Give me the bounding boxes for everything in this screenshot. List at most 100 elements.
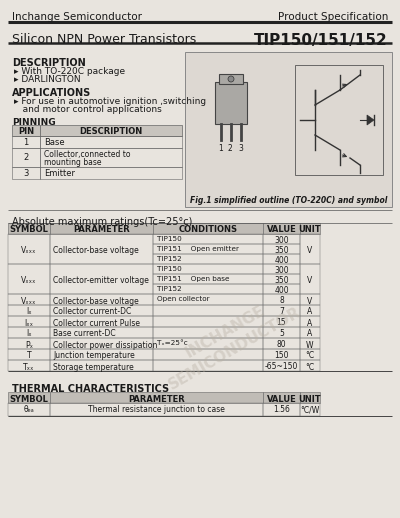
Text: and motor control applications: and motor control applications xyxy=(14,105,162,114)
Bar xyxy=(50,327,153,338)
Bar xyxy=(263,392,300,403)
Bar xyxy=(263,360,300,371)
Text: SYMBOL: SYMBOL xyxy=(10,395,48,404)
Text: INCHANGE
SEMICONDUCTOR: INCHANGE SEMICONDUCTOR xyxy=(156,287,304,393)
Bar xyxy=(50,392,263,403)
Text: V: V xyxy=(307,276,313,285)
Text: UNIT: UNIT xyxy=(299,395,321,404)
Bar xyxy=(8,403,50,416)
Bar xyxy=(12,125,40,136)
Bar xyxy=(153,234,263,244)
Text: V: V xyxy=(307,296,313,306)
Bar xyxy=(300,264,320,294)
Bar xyxy=(153,349,263,360)
Bar xyxy=(153,327,263,338)
Bar xyxy=(8,349,50,360)
Bar xyxy=(50,360,153,371)
Text: UNIT: UNIT xyxy=(299,225,321,235)
Text: Collector current Pulse: Collector current Pulse xyxy=(53,319,140,327)
Bar xyxy=(50,294,153,305)
Text: APPLICATIONS: APPLICATIONS xyxy=(12,88,91,98)
Text: Storage temperature: Storage temperature xyxy=(53,363,134,371)
Bar xyxy=(50,305,153,316)
Bar xyxy=(300,392,320,403)
Text: 3: 3 xyxy=(238,144,243,153)
Text: Collector,connected to: Collector,connected to xyxy=(44,150,130,159)
Bar xyxy=(8,305,50,316)
Bar xyxy=(300,327,320,338)
Circle shape xyxy=(228,76,234,82)
Text: °C: °C xyxy=(306,352,314,361)
Bar xyxy=(153,284,263,294)
Bar xyxy=(263,305,300,316)
Text: TIP151    Open emitter: TIP151 Open emitter xyxy=(157,246,239,252)
Text: TIP150: TIP150 xyxy=(157,236,182,242)
Bar xyxy=(263,316,300,327)
Bar xyxy=(50,223,153,234)
Polygon shape xyxy=(367,115,374,125)
Text: ▸ DARLINGTON: ▸ DARLINGTON xyxy=(14,75,81,84)
Text: mounting base: mounting base xyxy=(44,158,102,167)
Text: 2: 2 xyxy=(23,153,29,162)
Text: Inchange Semiconductor: Inchange Semiconductor xyxy=(12,12,142,22)
Text: 400: 400 xyxy=(274,256,289,265)
Bar xyxy=(263,244,300,254)
Text: Absolute maximum ratings(Tc=25°c): Absolute maximum ratings(Tc=25°c) xyxy=(12,217,192,227)
Text: 300: 300 xyxy=(274,236,289,245)
Text: θₑₐ: θₑₐ xyxy=(24,406,34,414)
Bar xyxy=(300,305,320,316)
Text: A: A xyxy=(307,319,313,327)
Bar xyxy=(8,223,50,234)
Text: DESCRIPTION: DESCRIPTION xyxy=(79,127,143,136)
Text: TIP152: TIP152 xyxy=(157,286,182,292)
Bar xyxy=(12,167,40,179)
Text: Vₓₓₓ: Vₓₓₓ xyxy=(21,296,37,306)
Text: PARAMETER: PARAMETER xyxy=(128,395,185,404)
Bar xyxy=(300,338,320,349)
Text: W: W xyxy=(306,340,314,350)
Text: CONDITIONS: CONDITIONS xyxy=(178,225,238,235)
Text: SYMBOL: SYMBOL xyxy=(10,225,48,235)
Text: 1: 1 xyxy=(218,144,223,153)
Text: ▸ For use in automotive ignition ,switching: ▸ For use in automotive ignition ,switch… xyxy=(14,97,206,106)
Bar xyxy=(153,338,263,349)
Text: Base current-DC: Base current-DC xyxy=(53,329,116,338)
Text: Collector-base voltage: Collector-base voltage xyxy=(53,246,139,255)
Bar xyxy=(50,316,153,327)
Bar xyxy=(300,349,320,360)
Bar xyxy=(300,403,320,416)
Bar xyxy=(263,264,300,274)
Text: Emitter: Emitter xyxy=(44,169,75,178)
Bar xyxy=(8,234,50,264)
Text: Collector current-DC: Collector current-DC xyxy=(53,308,131,316)
Text: TIP152: TIP152 xyxy=(157,256,182,262)
Bar xyxy=(8,338,50,349)
Bar xyxy=(50,349,153,360)
Text: PINNING: PINNING xyxy=(12,118,56,127)
Bar xyxy=(50,403,263,416)
Bar xyxy=(185,52,392,207)
Text: Pₓ: Pₓ xyxy=(25,340,33,350)
Bar xyxy=(263,349,300,360)
Bar xyxy=(300,234,320,264)
Text: A: A xyxy=(307,329,313,338)
Bar xyxy=(263,234,300,244)
Text: PIN: PIN xyxy=(18,127,34,136)
Bar xyxy=(153,254,263,264)
Text: Vₓₓₓ: Vₓₓₓ xyxy=(21,246,37,255)
Text: Collector power dissipation: Collector power dissipation xyxy=(53,340,157,350)
Bar xyxy=(153,316,263,327)
Text: °C/W: °C/W xyxy=(300,406,320,414)
Text: 150: 150 xyxy=(274,351,289,360)
Bar xyxy=(295,65,383,175)
Text: Junction temperature: Junction temperature xyxy=(53,352,135,361)
Bar xyxy=(153,244,263,254)
Text: 2: 2 xyxy=(228,144,233,153)
Text: 350: 350 xyxy=(274,246,289,255)
Bar xyxy=(300,223,320,234)
Text: A: A xyxy=(307,308,313,316)
Text: 300: 300 xyxy=(274,266,289,275)
Text: Collector-emitter voltage: Collector-emitter voltage xyxy=(53,276,149,285)
Bar xyxy=(153,360,263,371)
Bar xyxy=(263,254,300,264)
